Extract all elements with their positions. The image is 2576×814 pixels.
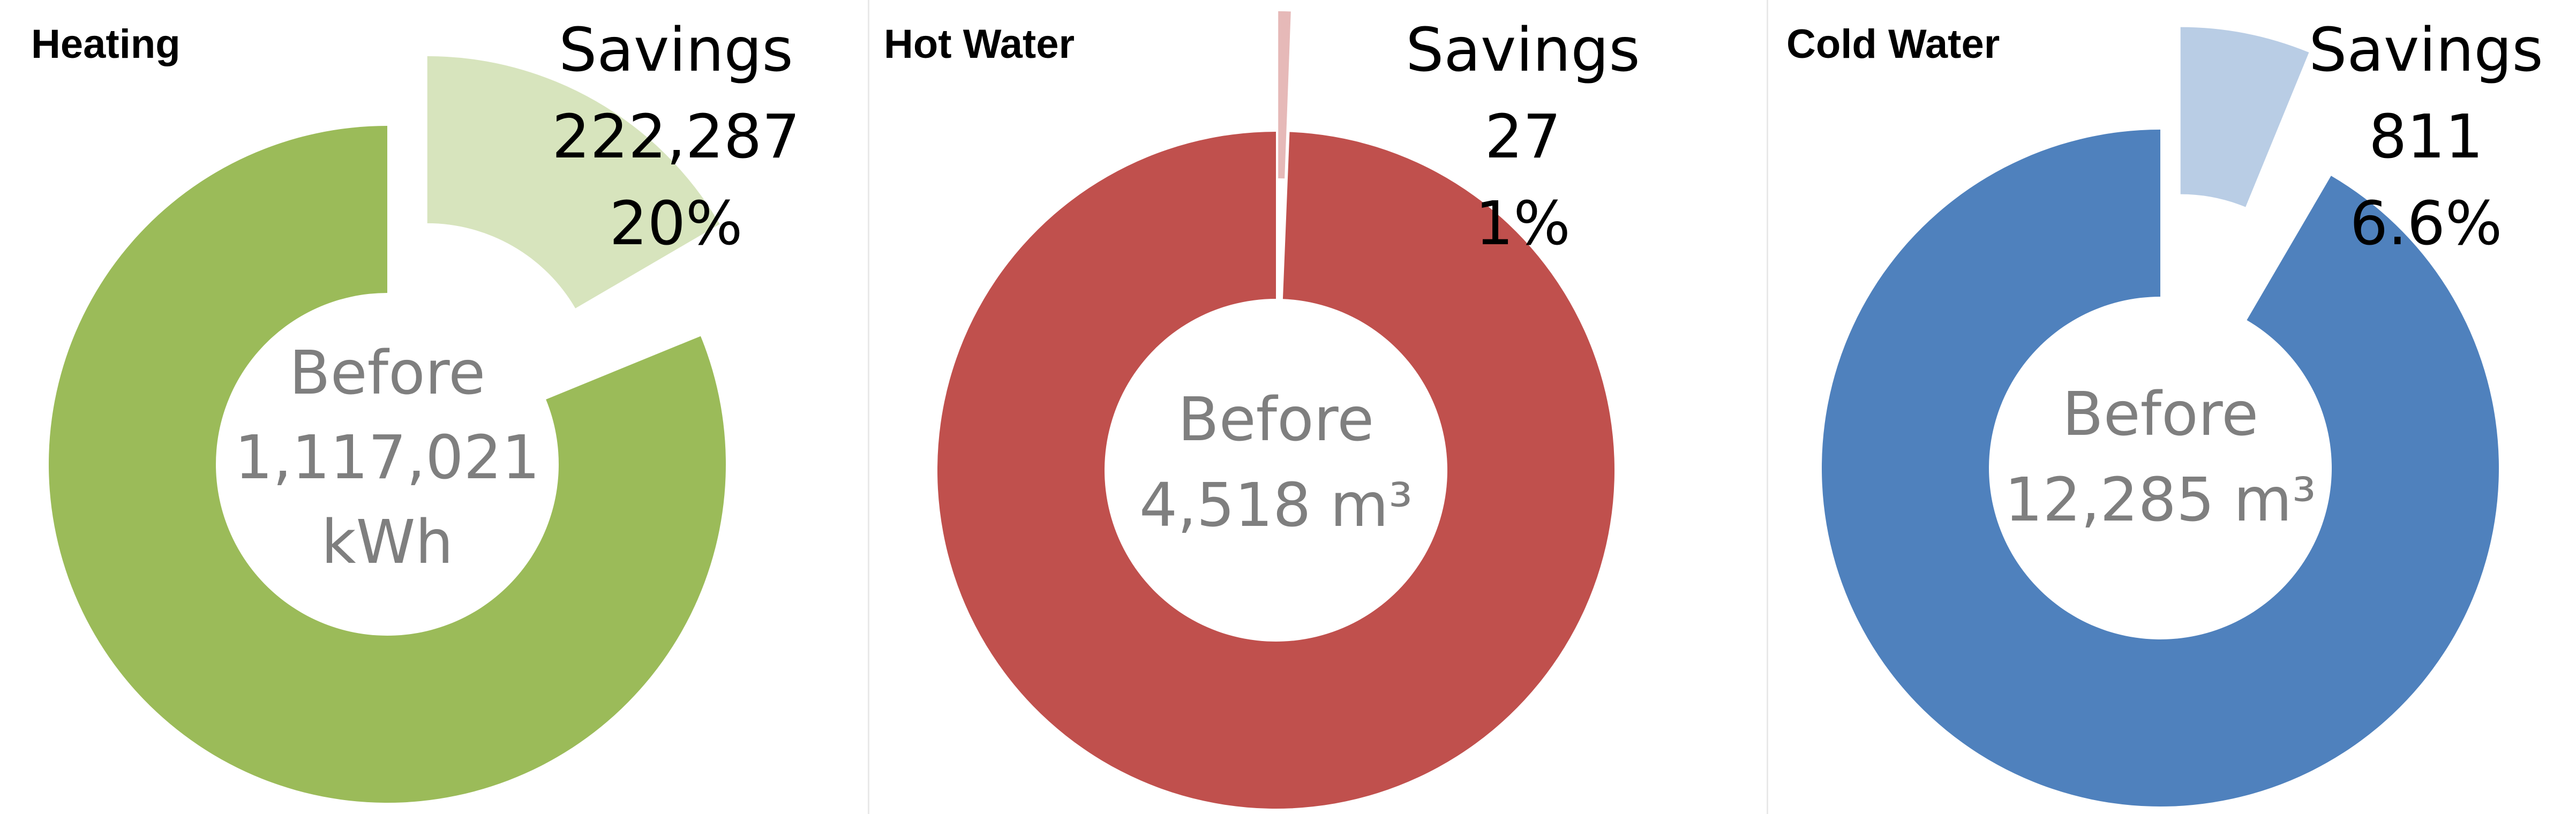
heating-chart-panel: Heating Savings 222,287 20% Before 1,117… <box>0 0 857 814</box>
hot-water-chart-panel: Hot Water Savings 27 1% Before 4,518 m³ <box>869 0 1765 814</box>
cold-water-chart-panel: Cold Water Savings 811 6.6% Before 12,28… <box>1768 0 2576 814</box>
heating-before-slice <box>48 126 726 803</box>
heating-before-unit: kWh <box>321 508 454 577</box>
cold-water-savings-slice <box>2180 27 2309 207</box>
heating-before-value: 1,117,021 <box>235 423 540 493</box>
cold-water-before-heading: Before <box>2062 380 2258 449</box>
hot-water-savings-percent: 1% <box>1475 189 1571 259</box>
cold-water-before-value: 12,285 m³ <box>2004 465 2316 535</box>
cold-water-savings-heading: Savings <box>2309 16 2543 85</box>
hot-water-savings-heading: Savings <box>1406 16 1640 85</box>
cold-water-donut-chart: Cold Water Savings 811 6.6% Before 12,28… <box>1786 16 2543 807</box>
heating-savings-value: 222,287 <box>552 102 800 172</box>
hot-water-chart-title: Hot Water <box>884 21 1075 67</box>
heating-before-heading: Before <box>289 338 485 408</box>
cold-water-savings-percent: 6.6% <box>2350 189 2503 259</box>
hot-water-savings-value: 27 <box>1485 102 1561 172</box>
heating-chart-title: Heating <box>31 21 181 67</box>
panel-divider <box>1767 0 1768 814</box>
heating-savings-percent: 20% <box>610 189 743 259</box>
cold-water-savings-value: 811 <box>2369 102 2483 172</box>
hot-water-before-value: 4,518 m³ <box>1139 471 1413 540</box>
cold-water-before-slice <box>1822 130 2499 807</box>
hot-water-before-heading: Before <box>1178 385 1374 455</box>
heating-savings-heading: Savings <box>559 16 793 85</box>
heating-donut-chart: Heating Savings 222,287 20% Before 1,117… <box>31 16 800 803</box>
heating-savings-slice <box>427 56 720 308</box>
hot-water-savings-slice <box>1278 11 1291 179</box>
hot-water-before-slice <box>937 132 1614 809</box>
cold-water-chart-title: Cold Water <box>1786 21 2000 67</box>
hot-water-donut-chart: Hot Water Savings 27 1% Before 4,518 m³ <box>884 11 1640 809</box>
panel-divider <box>868 0 869 814</box>
